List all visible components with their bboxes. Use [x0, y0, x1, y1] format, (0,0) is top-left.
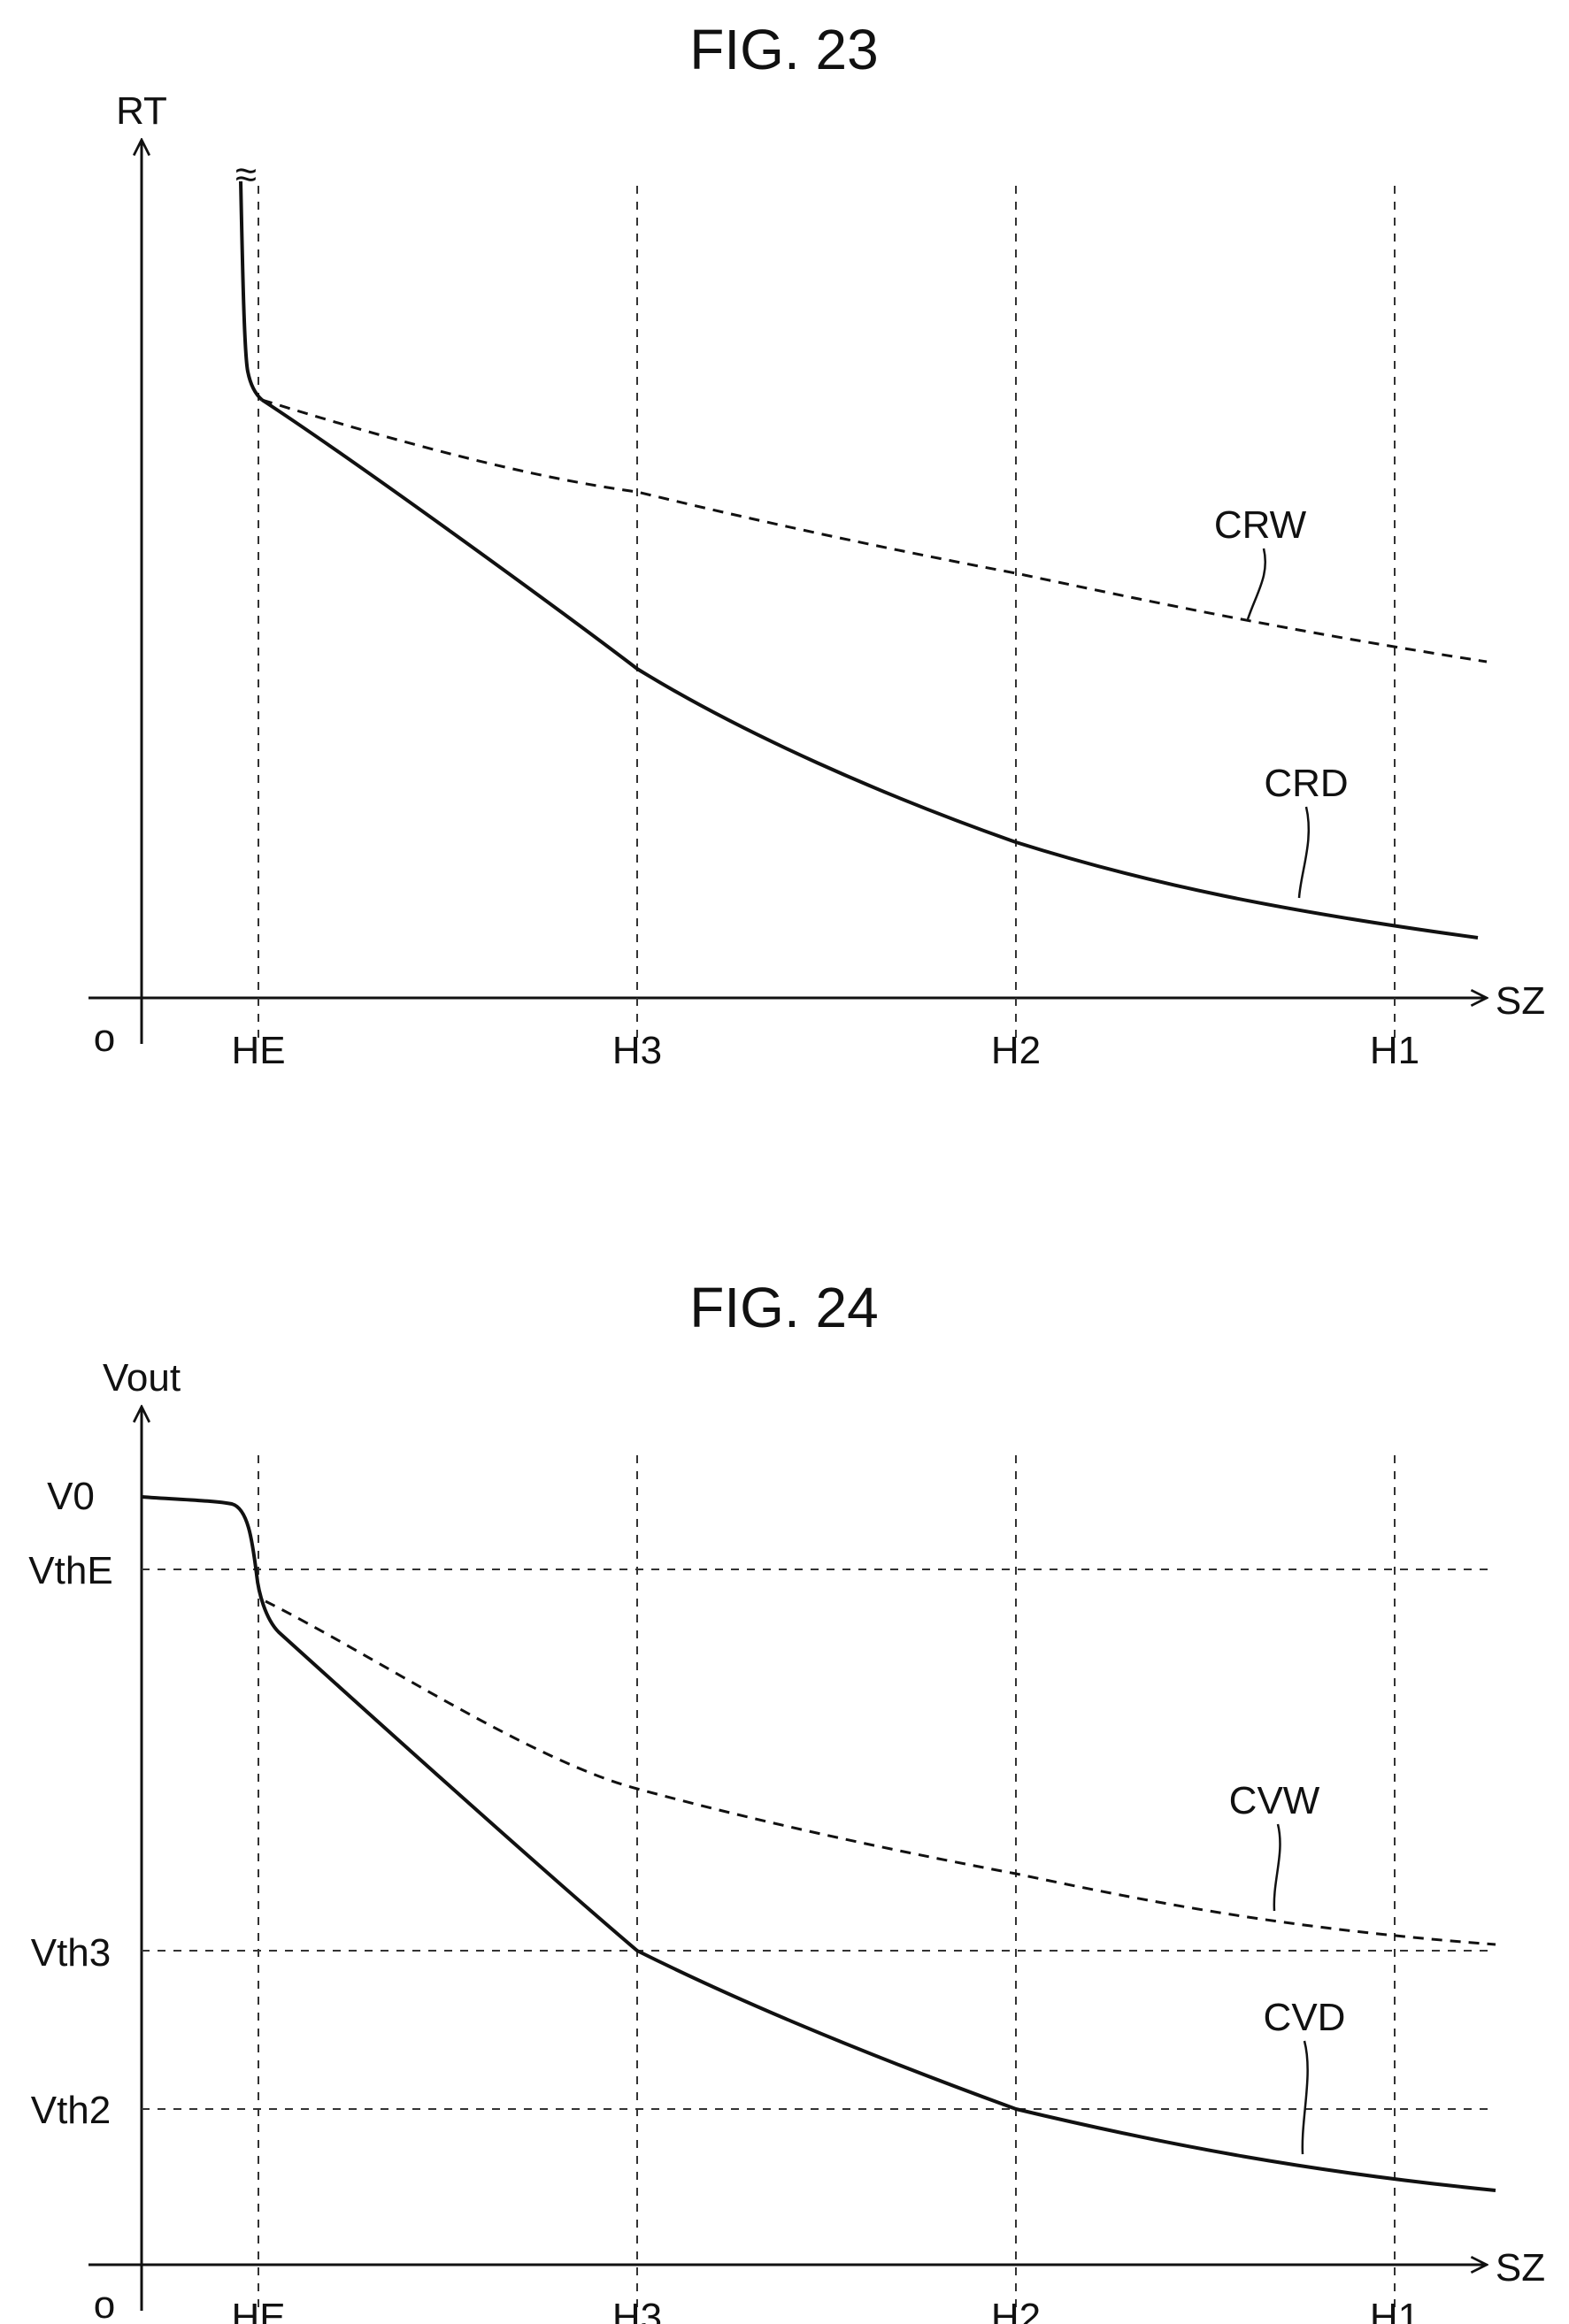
fig23-tick-h1: H1 [1370, 1029, 1419, 1072]
fig23-tick-h2: H2 [991, 1029, 1041, 1072]
fig24-tick-vth3: Vth3 [31, 1931, 112, 1975]
fig23-leader-crd [1297, 806, 1311, 899]
fig24-series-cvd-line [141, 1495, 1496, 2192]
fig23-series-crd-line [260, 398, 1479, 940]
fig23: FIG. 23 RT SZ o HE H3 H2 H1 ≈ CRW CRD [88, 18, 1545, 1072]
fig24-tick-h3: H3 [612, 2296, 662, 2324]
fig23-series-crw-label: CRW [1214, 503, 1307, 547]
fig23-title: FIG. 23 [689, 18, 878, 81]
fig24-series-cvw-label: CVW [1229, 1779, 1320, 1822]
fig23-x-label: SZ [1496, 979, 1545, 1023]
fig23-y-label: RT [116, 89, 167, 133]
fig23-leader-crw [1246, 548, 1267, 620]
fig24-tick-v0: V0 [47, 1475, 95, 1518]
fig23-origin-label: o [94, 1016, 115, 1060]
fig24-tick-vthe: VthE [28, 1549, 112, 1592]
fig24-tick-vth2: Vth2 [31, 2089, 112, 2132]
fig23-break-mark: ≈ [235, 153, 257, 196]
fig24-tick-h1: H1 [1370, 2296, 1419, 2324]
fig23-tick-h3: H3 [612, 1029, 662, 1072]
fig24-x-label: SZ [1496, 2246, 1545, 2289]
fig23-tick-he: HE [231, 1029, 285, 1072]
fig24-leader-cvw [1273, 1823, 1281, 1912]
fig24-series-cvd-label: CVD [1264, 1996, 1346, 2039]
fig24-title: FIG. 24 [689, 1276, 878, 1339]
fig24-tick-he: HE [231, 2296, 285, 2324]
fig23-series-crd-label: CRD [1264, 762, 1348, 805]
fig23-series-crw-line [261, 398, 1488, 663]
fig24: FIG. 24 Vout SZ o V0 VthE Vth3 Vth2 HE H… [28, 1276, 1545, 2324]
fig24-series-cvw-line [265, 1599, 1496, 1946]
fig24-tick-h2: H2 [991, 2296, 1041, 2324]
fig24-y-label: Vout [103, 1356, 181, 1400]
fig24-origin-label: o [94, 2283, 115, 2324]
fig24-leader-cvd [1301, 2040, 1309, 2155]
fig23-steep-rise [239, 180, 264, 402]
